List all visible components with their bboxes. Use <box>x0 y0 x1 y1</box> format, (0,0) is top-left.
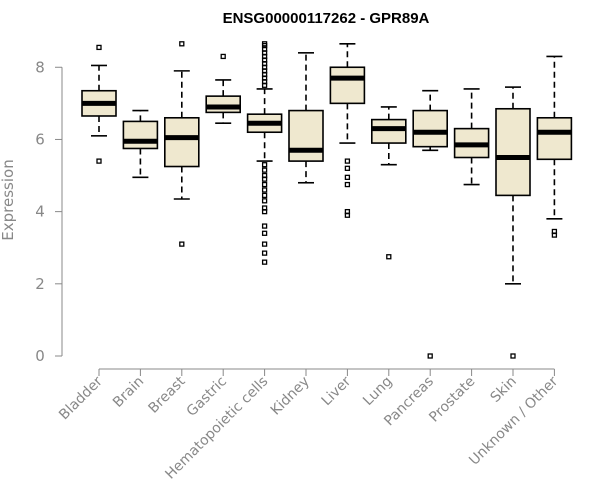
outlier-point <box>344 212 351 218</box>
outlier-point <box>179 241 185 247</box>
x-tick-label: Prostate <box>426 374 478 426</box>
axes: 0 2 4 6 8 <box>35 58 555 376</box>
box-liver <box>329 43 366 218</box>
outlier-point <box>386 254 392 260</box>
box-brain <box>122 109 159 179</box>
iqr-box <box>288 109 324 162</box>
box-gastric <box>205 53 241 125</box>
outlier-point <box>344 165 351 171</box>
x-tick-label: Skin <box>487 374 519 406</box>
outlier-point <box>261 198 268 204</box>
outlier-point <box>261 192 268 199</box>
iqr-box <box>412 109 449 148</box>
iqr-box <box>370 118 407 144</box>
box-pancreas <box>412 89 449 359</box>
outlier-point <box>551 232 558 238</box>
box-lung <box>370 106 407 260</box>
y-tick-label: 4 <box>35 203 45 221</box>
iqr-box <box>329 66 366 105</box>
iqr-box <box>205 95 241 114</box>
outlier-point <box>261 230 268 236</box>
outlier-point <box>261 187 268 193</box>
x-tick-label: Liver <box>319 373 355 409</box>
outlier-point <box>261 241 268 247</box>
y-tick-label: 8 <box>35 58 45 76</box>
boxes <box>81 41 573 359</box>
box-hematopoietic-cells <box>246 41 283 265</box>
iqr-box <box>495 107 531 197</box>
outlier-point <box>96 44 102 51</box>
outlier-point <box>510 353 516 359</box>
iqr-box <box>536 116 573 161</box>
outlier-point <box>261 208 268 215</box>
x-tick-label: Breast <box>145 373 189 417</box>
outlier-point <box>261 223 268 229</box>
outlier-point <box>344 174 351 180</box>
box-breast <box>164 41 200 247</box>
outlier-point <box>427 353 433 359</box>
outlier-point <box>261 82 268 88</box>
y-tick-label: 6 <box>35 130 45 148</box>
box-skin <box>495 86 531 359</box>
iqr-box <box>122 120 159 150</box>
y-axis-label: Expression <box>0 159 17 240</box>
outlier-point <box>261 259 268 265</box>
box-kidney <box>288 52 324 184</box>
outlier-point <box>220 53 226 60</box>
outlier-point <box>344 181 351 188</box>
outlier-point <box>261 181 268 188</box>
outlier-point <box>261 176 268 182</box>
x-tick-label: Brain <box>110 374 147 411</box>
y-tick-label: 0 <box>35 347 45 365</box>
box-unknown-other <box>536 55 573 238</box>
chart-title: ENSG00000117262 - GPR89A <box>223 10 430 27</box>
box-prostate <box>453 88 490 186</box>
outlier-point <box>344 158 351 164</box>
outlier-point <box>179 41 185 47</box>
outlier-point <box>261 250 268 256</box>
x-tick-label: Bladder <box>56 373 106 423</box>
box-bladder <box>81 44 117 164</box>
x-tick-label: Lung <box>360 374 395 409</box>
outlier-point <box>261 167 268 173</box>
y-tick-label: 2 <box>35 275 45 293</box>
iqr-box <box>164 116 200 168</box>
outlier-point <box>261 162 268 168</box>
outlier-point <box>96 158 102 164</box>
x-tick-label: Kidney <box>268 374 313 419</box>
